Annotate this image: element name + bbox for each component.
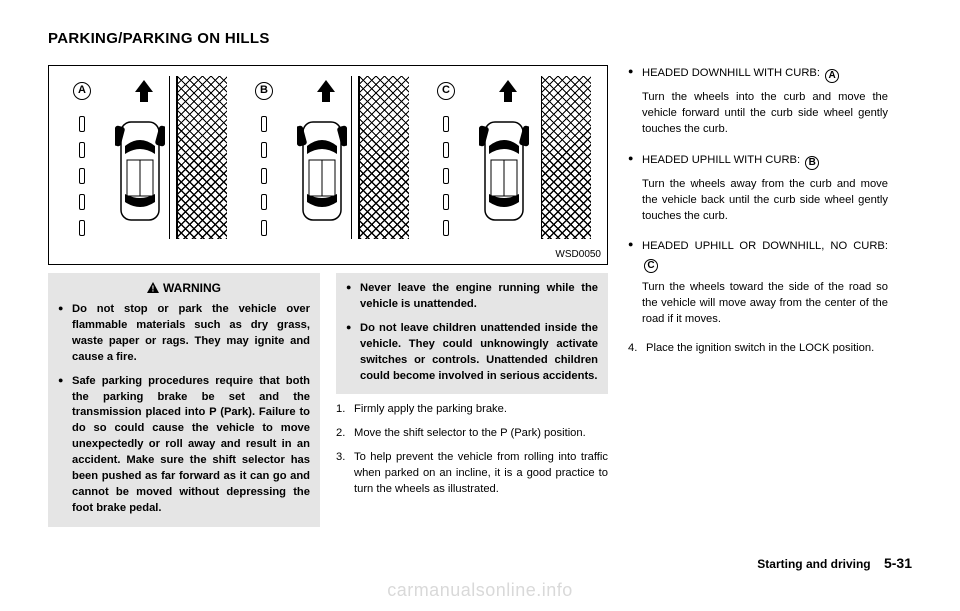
badge-a: A: [73, 82, 91, 100]
headed-desc: Turn the wheels into the curb and move t…: [642, 89, 888, 138]
headed-head-text: HEADED UPHILL WITH CURB:: [642, 154, 800, 166]
warning-list-2: Never leave the engine running while the…: [346, 281, 598, 384]
warning-list-1: Do not stop or park the vehicle over fla…: [58, 302, 310, 517]
arrow-up-icon: [499, 80, 517, 102]
badge-a-inline: A: [825, 69, 839, 83]
right-column: HEADED DOWNHILL WITH CURB: A Turn the wh…: [628, 65, 888, 527]
warning-item: Do not stop or park the vehicle over fla…: [58, 302, 310, 366]
headed-head: HEADED UPHILL OR DOWNHILL, NO CURB: C: [642, 238, 888, 272]
badge-c-inline: C: [644, 259, 658, 273]
car-icon: [297, 116, 347, 226]
car-icon: [115, 116, 165, 226]
main-columns: WSD0050 A: [48, 65, 912, 527]
scene-b: B: [249, 76, 409, 239]
watermark: carmanualsonline.info: [0, 580, 960, 601]
warning-item: Never leave the engine running while the…: [346, 281, 598, 313]
badge-b-inline: B: [805, 156, 819, 170]
warning-item: Do not leave children unattended inside …: [346, 321, 598, 385]
step-4: Place the ignition switch in the LOCK po…: [628, 341, 888, 357]
hatch-area: [177, 76, 227, 239]
headed-head: HEADED DOWNHILL WITH CURB: A: [642, 65, 888, 83]
page-title: PARKING/PARKING ON HILLS: [48, 30, 912, 47]
step-item: Move the shift selector to the P (Park) …: [336, 426, 608, 442]
warning-box-2: Never leave the engine running while the…: [336, 273, 608, 394]
lower-columns: ! WARNING Do not stop or park the vehicl…: [48, 273, 608, 527]
left-column: WSD0050 A: [48, 65, 608, 527]
footer-page: 5-31: [884, 555, 912, 571]
scene-c: C: [431, 76, 591, 239]
badge-b: B: [255, 82, 273, 100]
footer-section: Starting and driving: [757, 557, 870, 571]
badge-c: C: [437, 82, 455, 100]
car-icon: [479, 116, 529, 226]
hatch-area: [541, 76, 591, 239]
headed-head: HEADED UPHILL WITH CURB: B: [642, 152, 888, 170]
lane-dashes: [443, 116, 449, 239]
headed-desc: Turn the wheels away from the curb and m…: [642, 176, 888, 225]
warning-icon: !: [147, 282, 159, 296]
warning-box-1: ! WARNING Do not stop or park the vehicl…: [48, 273, 320, 527]
lane-dashes: [79, 116, 85, 239]
arrow-up-icon: [317, 80, 335, 102]
headed-item: HEADED UPHILL OR DOWNHILL, NO CURB: C Tu…: [628, 238, 888, 331]
hatch-area: [359, 76, 409, 239]
curb: [351, 76, 359, 239]
headed-item: HEADED UPHILL WITH CURB: B Turn the whee…: [628, 152, 888, 229]
lower-right: Never leave the engine running while the…: [336, 273, 608, 527]
step-item: Firmly apply the parking brake.: [336, 402, 608, 418]
svg-text:!: !: [152, 285, 155, 294]
steps-list: Firmly apply the parking brake. Move the…: [336, 402, 608, 506]
headed-head-text: HEADED DOWNHILL WITH CURB:: [642, 67, 820, 79]
lower-left: ! WARNING Do not stop or park the vehicl…: [48, 273, 320, 527]
warning-heading: ! WARNING: [58, 281, 310, 296]
illustration-caption: WSD0050: [555, 249, 601, 260]
parking-illustration: WSD0050 A: [48, 65, 608, 265]
lane-dashes: [261, 116, 267, 239]
scene-a: A: [67, 76, 227, 239]
warning-item: Safe parking procedures require that bot…: [58, 374, 310, 517]
headed-head-text: HEADED UPHILL OR DOWNHILL, NO CURB:: [642, 240, 888, 252]
headed-item: HEADED DOWNHILL WITH CURB: A Turn the wh…: [628, 65, 888, 142]
step-item: To help prevent the vehicle from rolling…: [336, 450, 608, 498]
headed-desc: Turn the wheels toward the side of the r…: [642, 279, 888, 328]
arrow-up-icon: [135, 80, 153, 102]
curb: [169, 76, 177, 239]
page-footer: Starting and driving 5-31: [757, 555, 912, 571]
warning-label: WARNING: [163, 281, 221, 295]
